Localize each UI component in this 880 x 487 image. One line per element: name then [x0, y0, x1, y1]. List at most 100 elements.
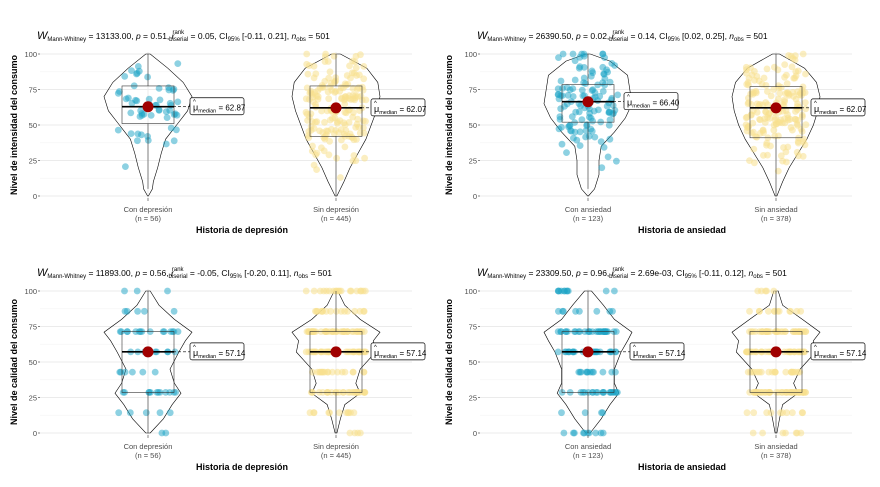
data-point: [318, 107, 325, 115]
data-point: [576, 142, 584, 150]
data-point: [310, 125, 318, 132]
y-tick-label: 0: [33, 192, 37, 201]
data-point: [794, 122, 801, 129]
data-point: [580, 429, 587, 437]
box: [121, 85, 175, 124]
data-point: [352, 64, 360, 72]
data-point: [324, 368, 332, 376]
data-point: [570, 134, 577, 142]
x-tick-label: Con ansiedad: [565, 205, 611, 214]
data-point: [765, 307, 772, 315]
subtitle: WMann-Whitney = 13133.00, p = 0.51, rran…: [37, 30, 330, 43]
data-point: [775, 307, 783, 315]
data-point: [346, 429, 354, 437]
data-point: [316, 287, 324, 295]
violin-outline: [103, 290, 193, 434]
data-point: [603, 102, 611, 110]
data-point: [570, 429, 577, 437]
data-point: [144, 133, 152, 140]
y-tick-label: 100: [464, 50, 477, 59]
data-point: [361, 348, 369, 356]
data-point: [341, 100, 349, 108]
data-point: [577, 102, 584, 110]
data-point: [802, 121, 810, 129]
violin-outline: [103, 53, 193, 197]
data-point: [166, 409, 174, 417]
y-tick-label: 25: [469, 157, 477, 166]
data-point: [360, 63, 368, 70]
data-point: [353, 86, 361, 93]
data-point: [576, 128, 584, 136]
data-point: [558, 409, 565, 417]
data-point: [162, 108, 170, 116]
median-hat: ^: [627, 95, 630, 101]
data-point: [305, 127, 313, 135]
data-point: [564, 287, 572, 295]
box: [309, 85, 363, 137]
subtitle: WMann-Whitney = 11893.00, p = 0.56, rran…: [37, 267, 332, 280]
x-tick-n-label: (n = 445): [321, 214, 352, 223]
data-point: [333, 307, 340, 315]
box: [309, 331, 363, 393]
data-point: [577, 368, 585, 376]
data-point: [801, 99, 809, 106]
y-tick-label: 0: [473, 192, 477, 201]
data-point: [359, 117, 367, 125]
data-point: [799, 89, 807, 97]
data-point: [174, 98, 182, 106]
median-hat: ^: [814, 345, 817, 351]
y-tick-label: 100: [24, 50, 37, 59]
data-point: [349, 113, 357, 121]
data-point: [599, 79, 607, 87]
median-label: μmedian = 62.07: [374, 104, 427, 116]
x-tick-n-label: (n = 378): [761, 451, 792, 460]
data-point: [784, 89, 791, 96]
y-tick-label: 0: [473, 429, 477, 438]
data-point: [163, 114, 171, 121]
data-point: [341, 121, 349, 129]
data-point: [598, 164, 606, 172]
data-point: [764, 88, 771, 95]
data-point: [571, 128, 579, 136]
data-point: [800, 135, 807, 143]
data-point: [310, 74, 318, 82]
data-point: [783, 80, 791, 87]
subtitle: WMann-Whitney = 23309.50, p = 0.96, rran…: [477, 267, 787, 280]
median-point: [330, 102, 342, 114]
data-point: [156, 409, 164, 417]
x-axis-label: Historia de ansiedad: [638, 225, 726, 235]
data-point: [744, 368, 752, 376]
data-point: [799, 113, 806, 121]
x-tick-label: Sin depresión: [313, 442, 359, 451]
data-point: [592, 429, 600, 437]
data-point: [557, 77, 565, 85]
data-point: [751, 159, 758, 167]
data-point: [802, 70, 809, 78]
data-point: [748, 129, 755, 137]
data-point: [779, 409, 786, 417]
x-tick-label: Con depresión: [124, 205, 173, 214]
data-point: [144, 73, 152, 81]
median-hat: ^: [814, 101, 817, 107]
data-point: [770, 287, 778, 295]
data-point: [321, 77, 329, 85]
data-point: [770, 86, 778, 93]
data-point: [135, 67, 143, 75]
data-point: [126, 409, 134, 417]
data-point: [745, 348, 753, 356]
data-point: [760, 74, 768, 82]
median-label-box: [629, 342, 685, 361]
data-point: [303, 328, 311, 335]
data-point: [137, 107, 145, 115]
data-point: [569, 50, 577, 58]
data-point: [308, 147, 316, 155]
data-point: [139, 368, 147, 376]
data-point: [313, 368, 321, 376]
median-hat: ^: [193, 100, 196, 106]
data-point: [750, 409, 758, 417]
median-point: [770, 346, 782, 358]
data-point: [599, 63, 607, 71]
x-tick-n-label: (n = 56): [135, 451, 162, 460]
x-tick-label: Con depresión: [124, 442, 173, 451]
data-point: [134, 137, 141, 145]
